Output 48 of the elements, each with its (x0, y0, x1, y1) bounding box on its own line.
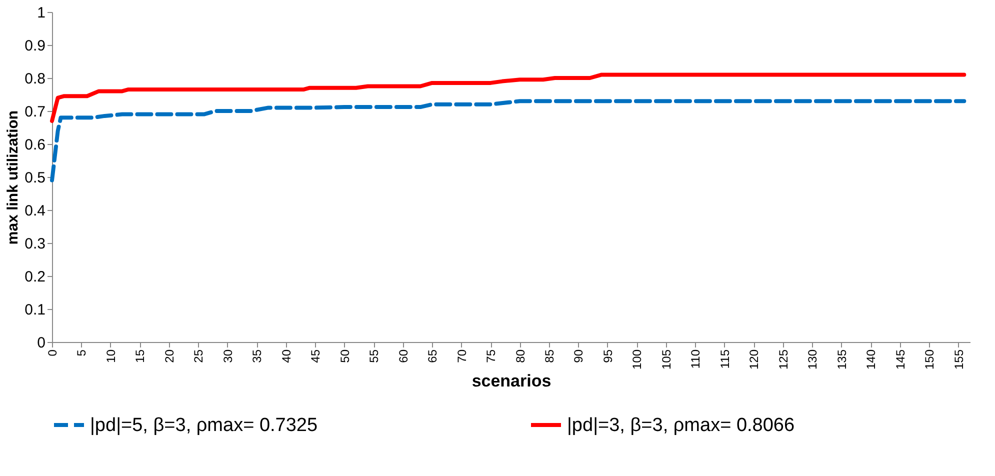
y-axis-title: max link utilization (4, 110, 22, 245)
x-tick-label: 100 (630, 349, 644, 370)
x-tick-label: 65 (426, 349, 440, 363)
x-tick-label: 95 (600, 349, 615, 363)
x-tick-label: 20 (162, 349, 176, 363)
x-tick-label: 75 (484, 349, 498, 363)
x-tick-label: 15 (133, 349, 148, 363)
x-tick-label: 130 (806, 349, 820, 370)
x-tick-label: 115 (718, 349, 732, 369)
y-tick-label: 0.1 (24, 302, 46, 318)
y-tick-label: 0.2 (24, 268, 46, 286)
x-tick-label: 50 (338, 349, 352, 363)
legend-label: |pd|=5, β=3, ρmax= 0.7325 (90, 415, 318, 436)
x-tick-label: 90 (572, 349, 586, 363)
y-tick-label: 0.6 (24, 136, 46, 154)
x-tick-label: 30 (220, 349, 235, 363)
legend-label: |pd|=3, β=3, ρmax= 0.8066 (567, 415, 795, 436)
y-tick-label: 0.9 (24, 38, 46, 54)
line-series (50, 72, 966, 123)
y-tick-label: 0.3 (24, 236, 46, 252)
x-tick-label: 5 (74, 349, 89, 356)
x-tick-label: 135 (834, 349, 849, 370)
x-tick-label: 150 (922, 349, 937, 370)
x-tick-label: 155 (952, 349, 966, 370)
y-tick-label: 0.8 (24, 70, 46, 88)
x-tick-label: 10 (104, 349, 118, 363)
x-tick-label: 110 (688, 349, 703, 369)
x-tick-label: 85 (542, 349, 557, 363)
x-tick-label: 25 (192, 349, 206, 363)
x-tick-label: 140 (864, 349, 878, 370)
x-axis-title: scenarios (472, 372, 552, 391)
x-tick-label: 0 (46, 349, 60, 356)
x-tick-label: 105 (659, 349, 674, 370)
line-series (50, 99, 966, 182)
x-tick-label: 120 (747, 349, 762, 370)
x-tick-label: 60 (396, 349, 410, 363)
x-tick-label: 40 (279, 349, 294, 363)
x-tick-label: 35 (250, 349, 264, 363)
y-tick-label: 0.4 (24, 202, 46, 220)
x-tick-label: 80 (513, 349, 528, 363)
x-tick-label: 45 (308, 349, 323, 363)
x-tick-label: 55 (367, 349, 382, 363)
x-tick-label: 125 (776, 349, 790, 370)
x-tick-label: 145 (893, 349, 908, 370)
y-tick-label: 0.5 (24, 170, 46, 186)
y-tick-label: 1 (37, 4, 46, 22)
x-tick-label: 70 (454, 349, 469, 363)
y-tick-label: 0.7 (24, 104, 46, 120)
